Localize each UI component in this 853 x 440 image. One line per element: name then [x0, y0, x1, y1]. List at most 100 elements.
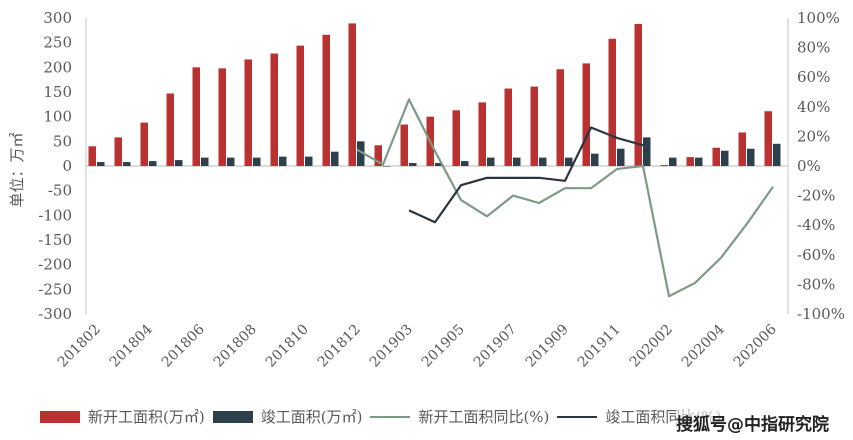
y-right-tick-label: -40% [797, 216, 835, 234]
bar [721, 150, 729, 166]
bar [435, 163, 443, 166]
bar [452, 110, 460, 166]
line-path [356, 98, 774, 298]
axes: 300 250 200 150 100 50 0 -50 -100 -150 -200 -250 -30… [38, 9, 845, 323]
bar [556, 69, 564, 166]
bar [149, 161, 157, 166]
legend-item-new-starts-yoy: 新开工面积同比(%) [370, 406, 549, 427]
bar [669, 157, 677, 166]
line-series [356, 98, 774, 298]
y-tick-label: 50 [53, 132, 72, 150]
bar [530, 86, 538, 166]
bar [374, 145, 382, 166]
x-tick-label: 201802 [55, 322, 104, 371]
x-tick-label: 201907 [471, 322, 520, 371]
bar [764, 111, 772, 166]
bar [201, 157, 209, 166]
y-tick-label: -200 [38, 256, 72, 274]
y-tick-label: 200 [43, 58, 72, 76]
y-right-tick-label: -60% [797, 246, 835, 264]
bar [253, 157, 261, 166]
bar [88, 146, 96, 166]
y-tick-label: -100 [38, 206, 72, 224]
x-tick-label: 201806 [159, 321, 208, 370]
y-right-tick-label: 60% [797, 68, 830, 86]
bar [409, 163, 417, 166]
bar [773, 143, 781, 166]
y-tick-label: 250 [43, 34, 72, 52]
x-tick-label: 201905 [419, 322, 468, 371]
bar [643, 137, 651, 166]
y-right-tick-label: -100% [797, 305, 845, 323]
line-path [408, 126, 644, 224]
bar [123, 162, 131, 166]
bar [140, 122, 148, 166]
bar [461, 161, 469, 166]
y-right-tick-label: 40% [797, 98, 830, 116]
y-tick-label: -300 [38, 305, 72, 323]
legend-label: 新开工面积(万㎡) [88, 408, 205, 426]
x-tick-label: 201903 [367, 322, 416, 371]
bar [218, 68, 226, 166]
bar [712, 147, 720, 166]
y-tick-label: 150 [43, 83, 72, 101]
legend-swatch-new-starts-yoy [370, 415, 411, 418]
bar [634, 23, 642, 167]
bar [175, 160, 183, 166]
bar [305, 156, 313, 166]
x-tick-label: 202002 [627, 322, 676, 371]
legend-label: 竣工面积(万㎡) [260, 408, 363, 426]
y-tick-label: 300 [43, 9, 72, 27]
bar [279, 156, 287, 166]
x-axis-labels: 201802 201804 201806 201808 201810 201812 2019… [55, 321, 780, 370]
x-tick-label: 201808 [211, 322, 260, 371]
bar [331, 151, 339, 166]
bar [114, 137, 122, 166]
combo-chart: 300 250 200 150 100 50 0 -50 -100 -150 -200 -250 -30… [8, 9, 845, 371]
bar [357, 141, 365, 166]
bar [617, 148, 625, 166]
bar [244, 59, 252, 166]
x-tick-label: 201804 [107, 321, 156, 370]
bar [686, 157, 694, 166]
bar [591, 153, 599, 166]
bar [296, 45, 304, 167]
y-right-tick-label: 0% [797, 157, 821, 175]
x-tick-label: 202006 [731, 321, 780, 370]
bar [166, 93, 174, 166]
x-tick-label: 201810 [263, 322, 312, 371]
watermark: 搜狐号@中指研究院 [676, 410, 829, 435]
bar [565, 157, 573, 166]
x-tick-label: 201911 [575, 322, 624, 371]
bar [747, 148, 755, 166]
bar [660, 165, 668, 166]
y-tick-label: -250 [38, 280, 72, 298]
y-tick-label: -50 [48, 182, 72, 200]
legend-item-new-starts: 新开工面积(万㎡) [40, 406, 205, 427]
bar [487, 157, 495, 166]
y-right-tick-label: -80% [797, 275, 835, 293]
bar [322, 34, 330, 167]
bar [383, 166, 391, 167]
legend: 新开工面积(万㎡) 竣工面积(万㎡) 新开工面积同比(%) 竣工面积同比(%) [40, 406, 729, 427]
y-right-tick-label: 80% [797, 39, 830, 57]
bar [227, 157, 235, 166]
bar [504, 88, 512, 166]
bar [192, 67, 200, 166]
x-tick-label: 201812 [315, 322, 364, 371]
bar [270, 53, 278, 166]
legend-item-completions: 竣工面积(万㎡) [212, 406, 363, 427]
y-axis-title: 单位：万㎡ [8, 132, 26, 207]
bar [738, 132, 746, 166]
bar [608, 38, 616, 166]
bar [478, 102, 486, 166]
legend-swatch-completions [212, 410, 253, 423]
x-tick-label: 201909 [523, 322, 572, 371]
x-tick-label: 202004 [679, 321, 728, 370]
bar [348, 23, 356, 166]
bar [400, 124, 408, 166]
legend-swatch-completions-yoy [557, 415, 598, 418]
bar-series [88, 23, 781, 167]
bar [513, 157, 521, 166]
y-right-tick-label: 100% [797, 9, 840, 27]
